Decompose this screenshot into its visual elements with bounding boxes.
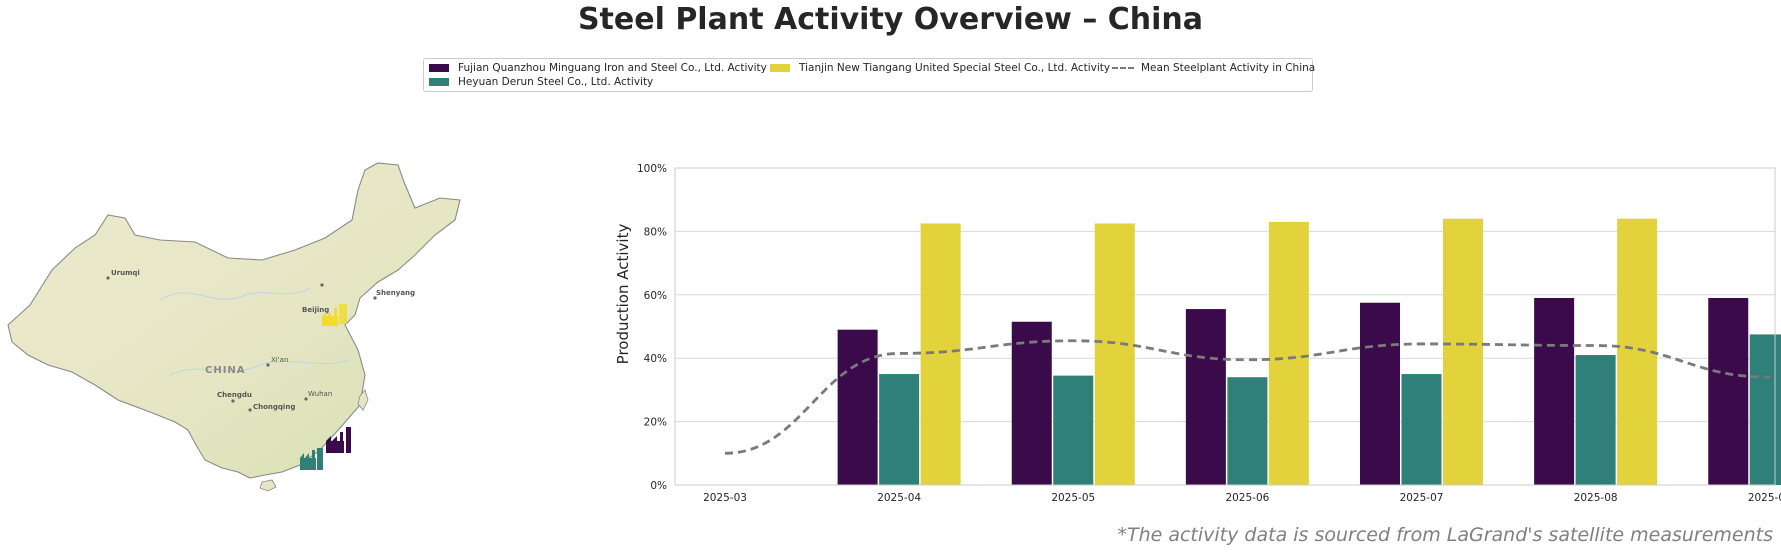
yangtze-river xyxy=(169,359,351,376)
x-tick-label: 2025-06 xyxy=(1225,492,1269,504)
city-dot-chengdu xyxy=(231,399,235,403)
legend-swatch-fujian xyxy=(429,64,449,72)
hainan-island xyxy=(259,479,277,492)
bar xyxy=(1708,297,1749,485)
city-dot-chongqing xyxy=(248,408,252,412)
bar xyxy=(1443,218,1483,485)
factory-icon xyxy=(322,304,347,326)
bar xyxy=(1094,223,1135,485)
city-dot-urumqi xyxy=(106,276,110,280)
city-dot-beijing xyxy=(320,283,324,287)
x-tick-label: 2025-07 xyxy=(1400,492,1444,504)
x-tick-label: 2025-08 xyxy=(1574,492,1618,504)
yellow-river xyxy=(159,287,311,301)
city-label-shenyang: Shenyang xyxy=(376,289,415,297)
legend-label-mean: Mean Steelplant Activity in China xyxy=(1141,62,1316,74)
city-dot-xian xyxy=(266,363,270,367)
bar xyxy=(1401,374,1442,485)
bar xyxy=(1053,375,1094,485)
legend-label-heyuan: Heyuan Derun Steel Co., Ltd. Activity xyxy=(458,76,654,88)
bar xyxy=(1011,321,1052,485)
bar xyxy=(920,223,961,485)
bar xyxy=(1617,218,1658,485)
city-label-chengdu: Chengdu xyxy=(217,391,252,399)
y-tick-label: 80% xyxy=(644,226,667,238)
city-label-urumqi: Urumqi xyxy=(111,269,140,277)
legend: Fujian Quanzhou Minguang Iron and Steel … xyxy=(423,58,1316,92)
city-label-xian: Xi'an xyxy=(271,356,288,364)
footnote: *The activity data is sourced from LaGra… xyxy=(1117,524,1773,546)
x-tick-label: 2025-03 xyxy=(703,492,747,504)
taiwan-island xyxy=(357,389,369,411)
factory-icon xyxy=(300,448,323,470)
factory-icon xyxy=(326,427,351,453)
china-outline xyxy=(7,162,461,479)
chart-title: Steel Plant Activity Overview – China xyxy=(577,2,1204,37)
legend-line-mean xyxy=(1112,67,1134,69)
bar xyxy=(1749,334,1781,485)
marker-fujian xyxy=(326,427,351,453)
bar xyxy=(1268,221,1309,485)
bar xyxy=(1185,309,1226,485)
y-tick-label: 20% xyxy=(644,417,667,429)
legend-label-fujian: Fujian Quanzhou Minguang Iron and Steel … xyxy=(458,62,767,74)
plot-frame xyxy=(674,167,1776,486)
line-layer xyxy=(724,339,1770,455)
bar xyxy=(837,329,878,485)
legend-label-tianjin: Tianjin New Tiangang United Special Stee… xyxy=(799,62,1111,74)
legend-swatch-heyuan xyxy=(429,78,449,86)
marker-heyuan xyxy=(300,448,323,470)
legend-swatch-tianjin xyxy=(770,64,790,72)
y-tick-label: 60% xyxy=(644,290,667,302)
marker-tianjin xyxy=(322,304,347,326)
x-tick-label: 2025-09 xyxy=(1748,492,1781,504)
y-tick-label: 0% xyxy=(650,480,667,492)
city-label-wuhan: Wuhan xyxy=(308,390,332,398)
bar xyxy=(1575,355,1616,485)
city-dot-wuhan xyxy=(304,397,308,401)
y-axis-label: Production Activity xyxy=(614,224,632,365)
x-tick-label: 2025-05 xyxy=(1051,492,1095,504)
china-map: Urumqi Beijing Shenyang Xi'an Chengdu Ch… xyxy=(7,162,461,492)
bar xyxy=(1227,377,1268,485)
country-label: CHINA xyxy=(205,365,246,376)
city-dot-shenyang xyxy=(373,296,377,300)
x-tick-label: 2025-04 xyxy=(877,492,921,504)
bar-layer xyxy=(837,218,1781,485)
city-label-beijing: Beijing xyxy=(302,306,329,314)
y-tick-label: 100% xyxy=(637,163,667,175)
bar xyxy=(1360,302,1400,485)
city-label-chongqing: Chongqing xyxy=(253,403,295,411)
y-tick-label: 40% xyxy=(644,353,667,365)
mean-activity-line xyxy=(724,339,1770,455)
bar xyxy=(879,374,920,485)
activity-bar-chart: 0% 20% 40% 60% 80% 100% 2025-03 2025-04 2025-05 2… xyxy=(614,163,1781,504)
bar xyxy=(1534,297,1575,485)
axis-layer: 0% 20% 40% 60% 80% 100% 2025-03 2025-04 2025-05 2… xyxy=(637,163,1781,504)
